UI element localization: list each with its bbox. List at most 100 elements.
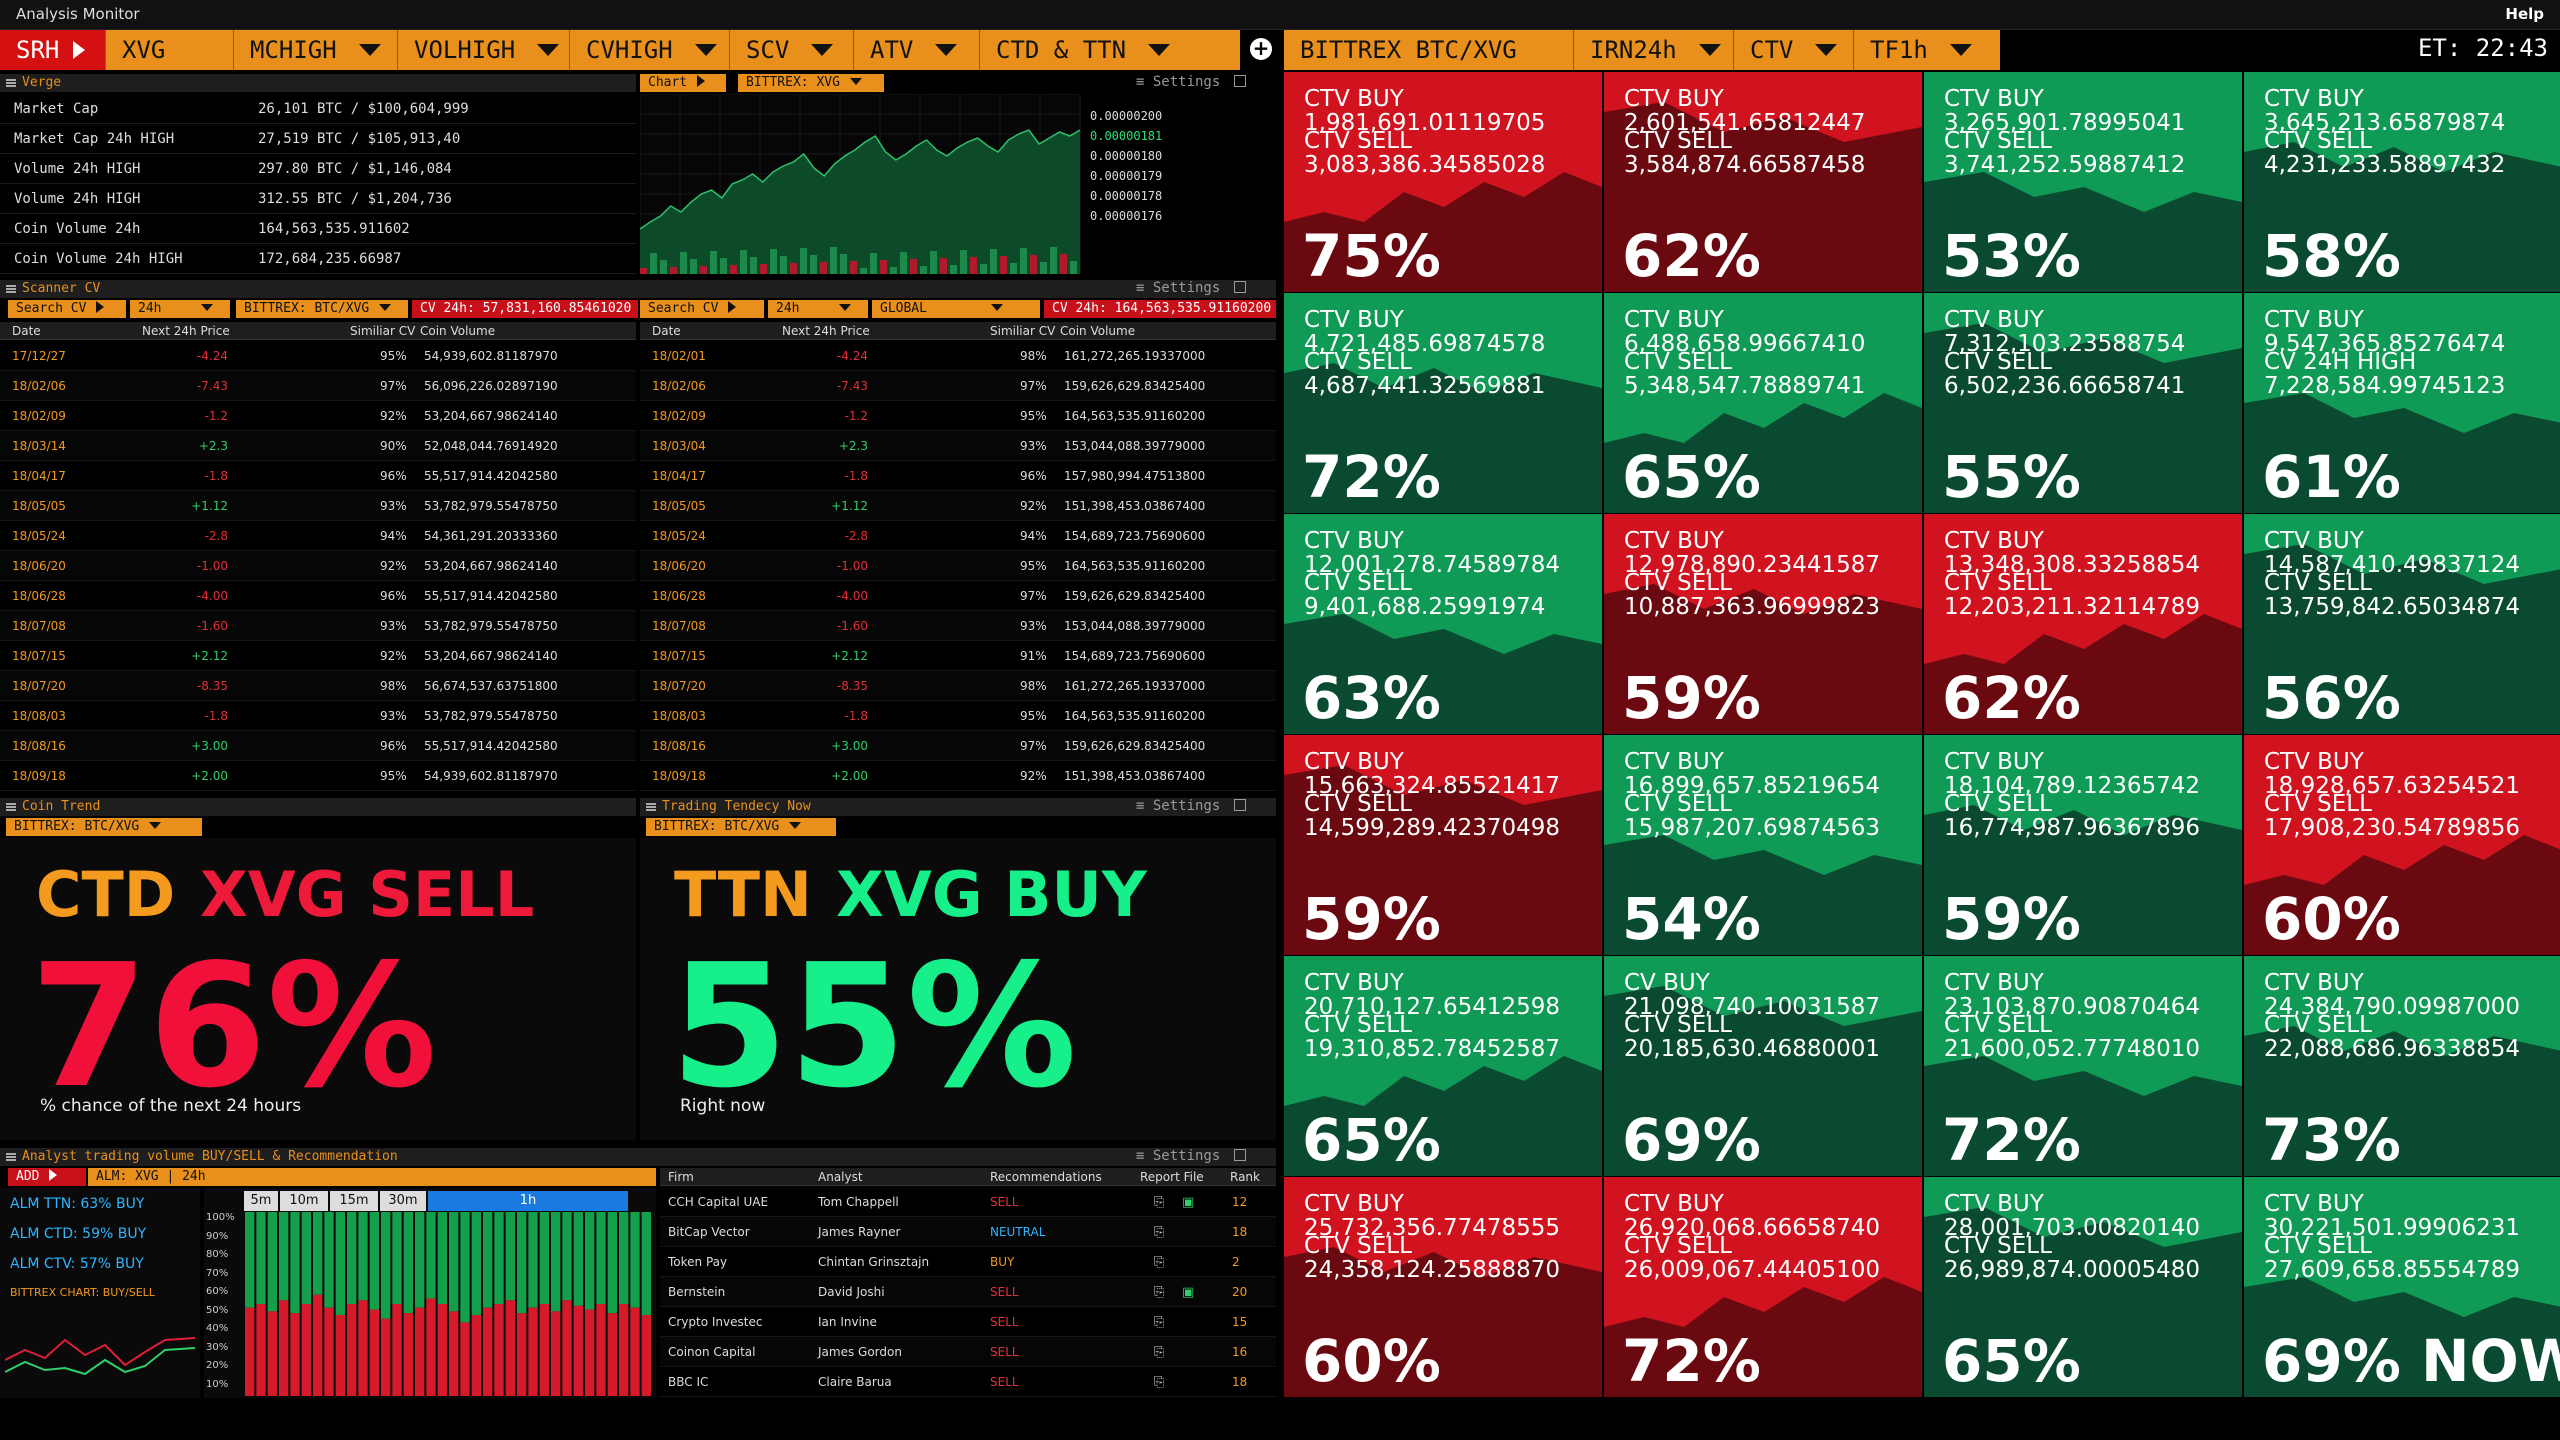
table-row[interactable]: 18/05/05 +1.12 92% 151,398,453.03867400 [640,491,1276,521]
ctv-cell[interactable]: CTV BUY 3,645,213.65879874 CTV SELL 4,231,2… [2244,72,2560,292]
table-row[interactable]: 18/02/06 -7.43 97% 56,096,226.02897190 [0,371,636,401]
timeframe-10m[interactable]: 10m [280,1191,328,1211]
ctv-cell[interactable]: CTV BUY 20,710,127.65412598 CTV SELL 19,310… [1284,956,1602,1176]
tab-ctd-ttn[interactable]: CTD & TTN [980,30,1171,70]
ctv-cell[interactable]: CTV BUY 3,265,901.78995041 CTV SELL 3,741,2… [1924,72,2242,292]
ctv-cell[interactable]: CTV BUY 25,732,356.77478555 CTV SELL 24,358… [1284,1177,1602,1397]
tab-xvg[interactable]: XVG [106,30,234,70]
table-row[interactable]: 18/07/15 +2.12 92% 53,204,667.98624140 [0,641,636,671]
ctv-cell[interactable]: CTV BUY 9,547,365.85276474 CV 24H HIGH 7,22… [2244,293,2560,513]
menu-icon[interactable] [6,1153,16,1161]
table-row[interactable]: 18/02/06 -7.43 97% 159,626,629.83425400 [640,371,1276,401]
add-button[interactable]: ADD [8,1168,86,1186]
table-row[interactable]: 18/08/03 -1.8 93% 53,782,979.55478750 [0,701,636,731]
ctv-cell[interactable]: CTV BUY 16,899,657.85219654 CTV SELL 15,987… [1604,735,1922,955]
alm-tab[interactable]: ALM: XVG | 24h [88,1168,656,1186]
timeframe-1h[interactable]: 1h [428,1191,628,1211]
chart-settings[interactable]: ≡ Settings [1136,74,1247,90]
ctv-cell[interactable]: CTV BUY 13,348,308.33258854 CTV SELL 12,203… [1924,514,2242,734]
table-row[interactable]: 18/04/17 -1.8 96% 55,517,914.42042580 [0,461,636,491]
table-row[interactable]: 18/08/16 +3.00 97% 159,626,629.83425400 [640,731,1276,761]
table-row[interactable]: 18/03/04 +2.3 93% 153,044,088.39779000 [640,431,1276,461]
menu-icon[interactable] [6,79,16,87]
table-row[interactable]: 18/03/14 +2.3 90% 52,048,044.76914920 [0,431,636,461]
scanner-settings[interactable]: ≡ Settings [1136,280,1247,296]
report-file-icon[interactable]: ⎘ [1154,1255,1165,1270]
report-file-icon[interactable]: ⎘ [1154,1315,1165,1330]
analyst-settings[interactable]: ≡ Settings [1136,1148,1247,1164]
report-file-icon[interactable]: ⎘ [1154,1345,1165,1360]
analyst-row[interactable]: Bernstein David Joshi SELL ⎘ ▣ 20 [660,1277,1276,1307]
chart-market-select[interactable]: BITTREX: XVG [738,74,884,92]
table-row[interactable]: 18/04/17 -1.8 96% 157,980,994.47513800 [640,461,1276,491]
tab-atv[interactable]: ATV [854,30,980,70]
ctv-cell[interactable]: CTV BUY 24,384,790.09987000 CTV SELL 22,088… [2244,956,2560,1176]
tab-scv[interactable]: SCV [730,30,854,70]
analyst-row[interactable]: Coinon Capital James Gordon SELL ⎘ 16 [660,1337,1276,1367]
table-row[interactable]: 18/06/28 -4.00 97% 159,626,629.83425400 [640,581,1276,611]
tab-bittrex-btc-xvg[interactable]: BITTREX BTC/XVG [1284,30,1574,70]
table-row[interactable]: 18/08/16 +3.00 96% 55,517,914.42042580 [0,731,636,761]
maximize-icon[interactable] [1234,799,1247,811]
ctv-cell[interactable]: CTV BUY 15,663,324.85521417 CTV SELL 14,599… [1284,735,1602,955]
tab-mchigh[interactable]: MCHIGH [234,30,398,70]
menu-icon[interactable] [646,803,656,811]
table-row[interactable]: 18/05/05 +1.12 93% 53,782,979.55478750 [0,491,636,521]
timeframe-5m[interactable]: 5m [244,1191,278,1211]
tab-volhigh[interactable]: VOLHIGH [398,30,570,70]
analyst-row[interactable]: Token Pay Chintan Grinsztajn BUY ⎘ 2 [660,1247,1276,1277]
table-row[interactable]: 18/07/20 -8.35 98% 161,272,265.19337000 [640,671,1276,701]
market-select-right[interactable]: GLOBAL [872,300,1040,318]
table-row[interactable]: 18/09/18 +2.00 95% 54,939,602.81187970 [0,761,636,791]
ctv-cell[interactable]: CTV BUY 30,221,501.99906231 CTV SELL 27,609… [2244,1177,2560,1397]
market-select-left[interactable]: BITTREX: BTC/XVG [236,300,408,318]
tab-irn24h[interactable]: IRN24h [1574,30,1734,70]
trend-settings[interactable]: ≡ Settings [1136,798,1247,814]
table-row[interactable]: 18/06/28 -4.00 96% 55,517,914.42042580 [0,581,636,611]
report-file-icon[interactable]: ⎘ [1154,1225,1165,1240]
report-file-icon[interactable]: ⎘ [1154,1195,1165,1210]
ctv-cell[interactable]: CTV BUY 2,601,541.65812447 CTV SELL 3,584,8… [1604,72,1922,292]
table-row[interactable]: 18/06/20 -1.00 92% 53,204,667.98624140 [0,551,636,581]
ctv-cell[interactable]: CTV BUY 4,721,485.69874578 CTV SELL 4,687,4… [1284,293,1602,513]
ctv-cell[interactable]: CTV BUY 26,920,068.66658740 CTV SELL 26,009… [1604,1177,1922,1397]
ctv-cell[interactable]: CTV BUY 18,928,657.63254521 CTV SELL 17,908… [2244,735,2560,955]
search-cv-left[interactable]: Search CV [8,300,126,318]
trend-market-right[interactable]: BITTREX: BTC/XVG [646,818,836,836]
trend-market-left[interactable]: BITTREX: BTC/XVG [6,818,202,836]
table-row[interactable]: 18/07/08 -1.60 93% 53,782,979.55478750 [0,611,636,641]
timeframe-15m[interactable]: 15m [330,1191,378,1211]
ctv-cell[interactable]: CTV BUY 18,104,789.12365742 CTV SELL 16,774… [1924,735,2242,955]
analyst-row[interactable]: BBC IC Claire Barua SELL ⎘ 18 [660,1367,1276,1397]
period-select-left[interactable]: 24h [130,300,230,318]
table-row[interactable]: 18/02/09 -1.2 92% 53,204,667.98624140 [0,401,636,431]
report-file-icon[interactable]: ⎘ [1154,1285,1165,1300]
analyst-row[interactable]: Crypto Investec Ian Invine SELL ⎘ 15 [660,1307,1276,1337]
timeframe-30m[interactable]: 30m [380,1191,426,1211]
ctv-cell[interactable]: CTV BUY 23,103,870.90870464 CTV SELL 21,600… [1924,956,2242,1176]
add-icon[interactable]: + [1250,38,1272,60]
period-select-right[interactable]: 24h [768,300,868,318]
menu-icon[interactable] [6,803,16,811]
srh-button[interactable]: SRH [0,30,106,70]
table-row[interactable]: 18/07/20 -8.35 98% 56,674,537.63751800 [0,671,636,701]
table-row[interactable]: 18/05/24 -2.8 94% 54,361,291.20333360 [0,521,636,551]
maximize-icon[interactable] [1234,1149,1247,1161]
table-row[interactable]: 18/06/20 -1.00 95% 164,563,535.91160200 [640,551,1276,581]
table-row[interactable]: 18/07/15 +2.12 91% 154,689,723.75690600 [640,641,1276,671]
table-row[interactable]: 18/05/24 -2.8 94% 154,689,723.75690600 [640,521,1276,551]
report-file-icon[interactable]: ⎘ [1154,1375,1165,1390]
ctv-cell[interactable]: CTV BUY 12,001,278.74589784 CTV SELL 9,401,… [1284,514,1602,734]
ctv-cell[interactable]: CV BUY 21,098,740.10031587 CTV SELL 20,185,… [1604,956,1922,1176]
ctv-cell[interactable]: CTV BUY 28,001,703.00820140 CTV SELL 26,989… [1924,1177,2242,1397]
tab-ctv[interactable]: CTV [1734,30,1854,70]
table-row[interactable]: 18/09/18 +2.00 92% 151,398,453.03867400 [640,761,1276,791]
help-link[interactable]: Help [2505,5,2544,23]
menu-icon[interactable] [6,285,16,293]
analyst-row[interactable]: BitCap Vector James Rayner NEUTRAL ⎘ 18 [660,1217,1276,1247]
table-row[interactable]: 18/08/03 -1.8 95% 164,563,535.91160200 [640,701,1276,731]
table-row[interactable]: 18/07/08 -1.60 93% 153,044,088.39779000 [640,611,1276,641]
maximize-icon[interactable] [1234,281,1247,293]
search-cv-right[interactable]: Search CV [640,300,764,318]
table-row[interactable]: 18/02/09 -1.2 95% 164,563,535.91160200 [640,401,1276,431]
